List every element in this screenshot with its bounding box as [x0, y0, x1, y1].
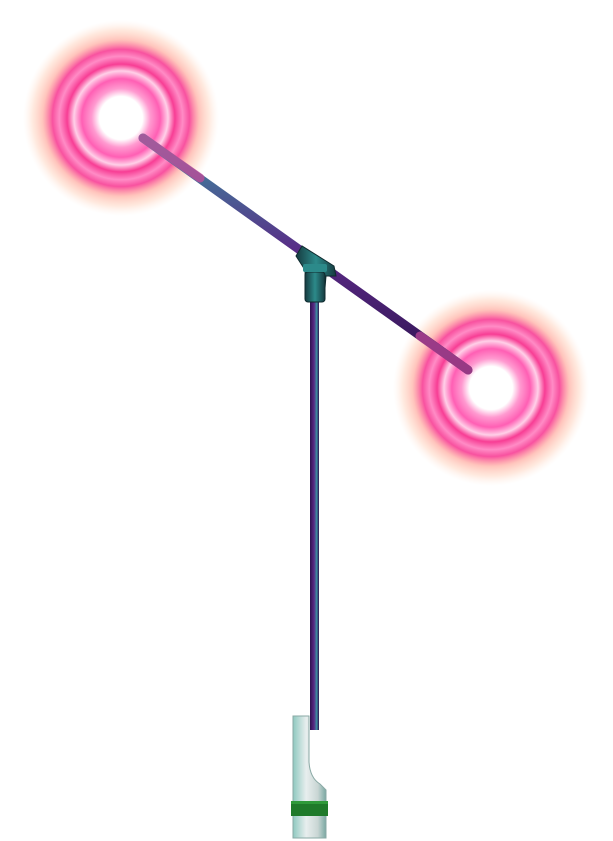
right-light: [393, 290, 589, 486]
left-light: [23, 20, 219, 216]
glow-light-icon: [393, 290, 589, 486]
glow-light-icon: [23, 20, 219, 216]
stand-base-icon: [291, 715, 328, 839]
t-joint-icon: [295, 245, 337, 303]
base-band: [291, 801, 328, 816]
vertical-pole: [310, 280, 319, 730]
